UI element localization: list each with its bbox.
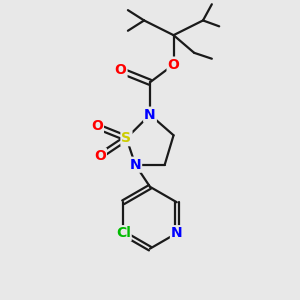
Text: N: N — [144, 108, 156, 122]
Text: N: N — [171, 226, 183, 240]
Text: O: O — [168, 58, 179, 72]
Text: Cl: Cl — [116, 226, 131, 240]
Text: S: S — [122, 131, 131, 145]
Text: O: O — [115, 64, 127, 77]
Text: O: O — [94, 149, 106, 163]
Text: O: O — [91, 119, 103, 134]
Text: N: N — [130, 158, 141, 172]
